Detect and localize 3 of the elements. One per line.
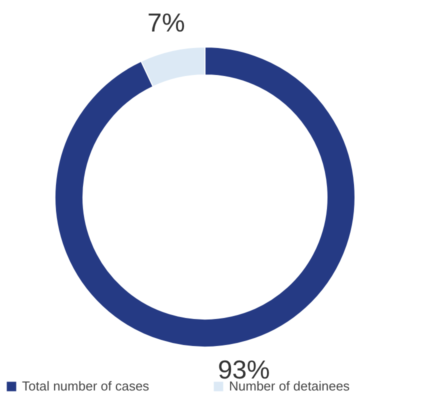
donut-slice <box>54 46 356 348</box>
legend-label: Total number of cases <box>22 378 150 394</box>
data-label: 7% <box>147 7 185 38</box>
